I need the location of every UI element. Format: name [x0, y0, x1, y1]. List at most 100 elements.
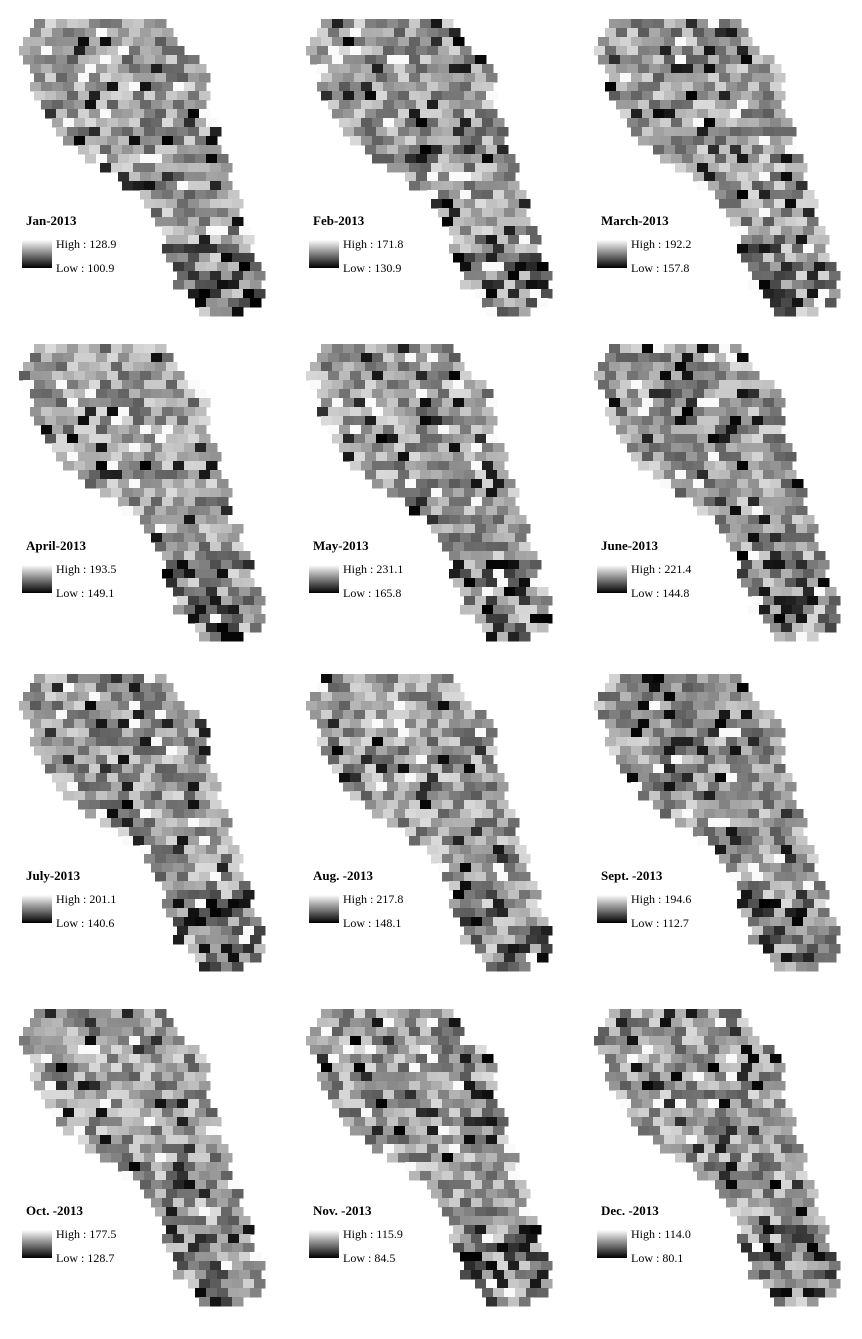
raster-cell	[708, 163, 720, 173]
raster-cell	[243, 289, 255, 299]
legend-high: High : 128.9	[56, 237, 116, 251]
raster-cell	[642, 19, 654, 29]
raster-cell	[78, 1027, 90, 1037]
raster-cell	[376, 398, 388, 408]
raster-cell	[354, 1045, 366, 1055]
raster-cell	[63, 443, 75, 453]
raster-cell	[361, 100, 373, 110]
raster-cell	[328, 407, 340, 417]
raster-cell	[460, 755, 472, 765]
raster-cell	[770, 1108, 782, 1118]
raster-cell	[416, 701, 428, 711]
raster-cell	[427, 1054, 439, 1064]
raster-cell	[100, 127, 112, 137]
raster-cell	[239, 881, 251, 891]
raster-cell	[343, 109, 355, 119]
raster-cell	[173, 809, 185, 819]
raster-cell	[166, 506, 178, 516]
raster-cell	[453, 836, 465, 846]
panel-title: Dec. -2013	[601, 1203, 659, 1218]
raster-cell	[107, 791, 119, 801]
raster-cell	[332, 1063, 344, 1073]
raster-cell	[206, 1162, 218, 1172]
raster-cell	[100, 434, 112, 444]
raster-cell	[144, 362, 156, 372]
raster-cell	[394, 154, 406, 164]
raster-cell	[730, 91, 742, 101]
raster-cell	[737, 791, 749, 801]
raster-cell	[537, 1270, 549, 1280]
raster-cell	[188, 944, 200, 954]
raster-cell	[741, 890, 753, 900]
raster-cell	[719, 127, 731, 137]
raster-cell	[199, 728, 211, 738]
raster-cell	[409, 37, 421, 47]
raster-cell	[671, 371, 683, 381]
raster-cell	[427, 1036, 439, 1046]
raster-cell	[361, 683, 373, 693]
raster-cell	[151, 737, 163, 747]
raster-cell	[449, 773, 461, 783]
raster-cell	[144, 452, 156, 462]
raster-cell	[671, 773, 683, 783]
raster-cell	[792, 1270, 804, 1280]
raster-cell	[383, 719, 395, 729]
raster-cell	[796, 836, 808, 846]
raster-cell	[616, 407, 628, 417]
raster-cell	[162, 82, 174, 92]
raster-cell	[420, 1171, 432, 1181]
raster-cell	[719, 1009, 731, 1019]
raster-cell	[471, 154, 483, 164]
raster-cell	[642, 452, 654, 462]
raster-cell	[526, 1288, 538, 1298]
raster-cell	[763, 416, 775, 426]
raster-cell	[530, 596, 542, 606]
raster-cell	[741, 488, 753, 498]
raster-cell	[140, 154, 152, 164]
raster-cell	[416, 118, 428, 128]
raster-cell	[405, 389, 417, 399]
raster-cell	[427, 1162, 439, 1172]
raster-cell	[785, 908, 797, 918]
raster-cell	[449, 1108, 461, 1118]
raster-cell	[166, 73, 178, 83]
raster-cell	[239, 226, 251, 236]
raster-cell	[166, 37, 178, 47]
raster-cell	[660, 1072, 672, 1082]
raster-cell	[184, 1198, 196, 1208]
raster-cell	[166, 854, 178, 864]
raster-cell	[715, 1054, 727, 1064]
raster-cell	[89, 91, 101, 101]
raster-cell	[442, 19, 454, 29]
raster-cell	[719, 818, 731, 828]
raster-cell	[96, 773, 108, 783]
raster-cell	[792, 1180, 804, 1190]
raster-cell	[107, 389, 119, 399]
raster-cell	[89, 710, 101, 720]
raster-cell	[361, 425, 373, 435]
raster-cell	[460, 443, 472, 453]
raster-cell	[118, 809, 130, 819]
raster-cell	[471, 262, 483, 272]
raster-cell	[598, 362, 610, 372]
raster-cell	[486, 452, 498, 462]
map-panel: April-2013High : 193.5Low : 149.1	[19, 344, 266, 642]
raster-cell	[199, 163, 211, 173]
raster-cell	[140, 1072, 152, 1082]
raster-cell	[306, 701, 318, 711]
raster-cell	[89, 728, 101, 738]
raster-cell	[206, 515, 218, 525]
raster-cell	[475, 836, 487, 846]
raster-cell	[829, 1261, 841, 1271]
raster-cell	[111, 73, 123, 83]
raster-cell	[475, 506, 487, 516]
raster-cell	[471, 719, 483, 729]
raster-cell	[704, 827, 716, 837]
raster-cell	[642, 434, 654, 444]
raster-cell	[427, 172, 439, 182]
raster-cell	[609, 19, 621, 29]
raster-cell	[144, 145, 156, 155]
raster-cell	[173, 737, 185, 747]
raster-cell	[343, 1009, 355, 1019]
raster-cell	[642, 1063, 654, 1073]
